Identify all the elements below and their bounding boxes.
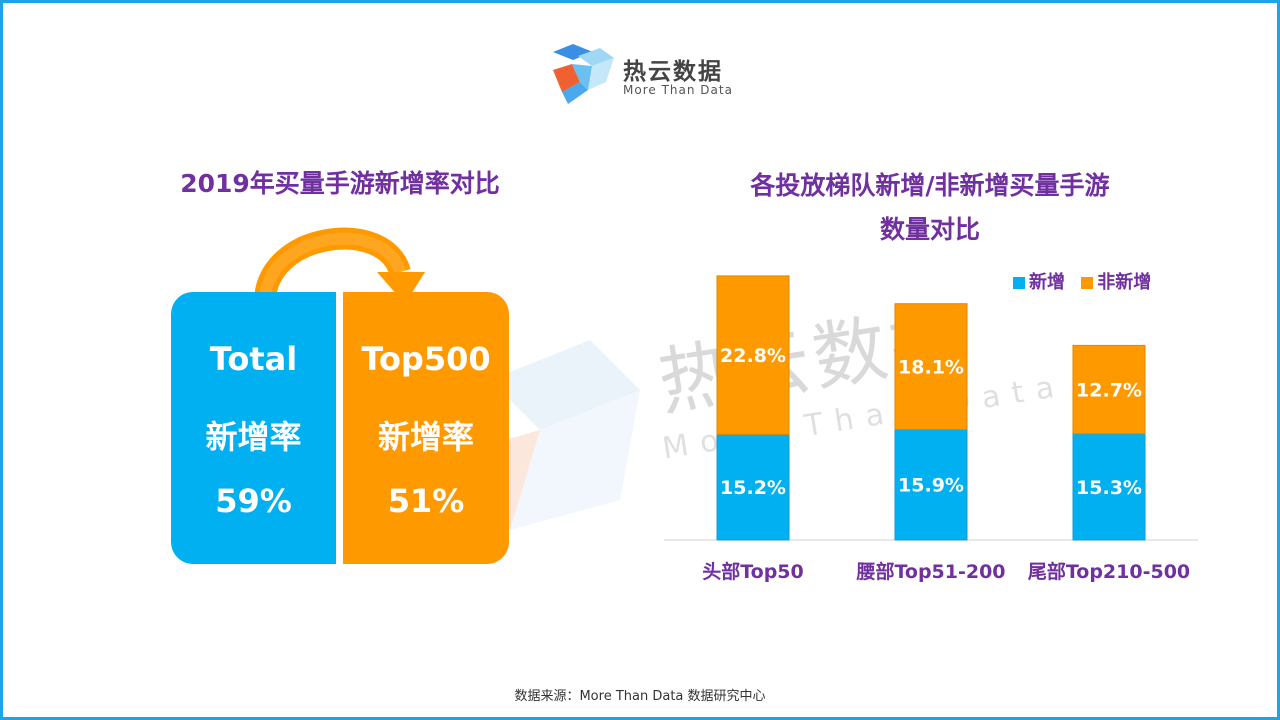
category-label-1: 腰部Top51-200 [855,560,1005,583]
right-chart-title-line2: 数量对比 [879,215,980,244]
logo-cube-icon [553,44,614,104]
total-card-line1: Total [209,340,298,378]
category-label-2: 尾部Top210-500 [1028,560,1190,583]
category-label-0: 头部Top50 [702,560,804,583]
bar-old-0 [716,275,790,435]
legend-label-old: 非新增 [1097,272,1152,293]
data-source-note: 数据来源：More Than Data 数据研究中心 [514,689,766,704]
curved-arrow-icon [255,227,425,304]
top500-card-line2: 新增率 [377,418,474,456]
data-label-new-2: 15.3% [1076,477,1142,499]
top500-card-line1: Top500 [361,340,491,378]
total-card: Total 新增率 59% [171,292,336,564]
bar-new-0 [716,433,790,541]
left-chart-title: 2019年买量手游新增率对比 [180,169,500,198]
bar-old-1 [894,303,968,430]
legend-swatch-new [1013,277,1025,289]
logo-text-en: More Than Data [623,83,733,97]
chart-legend: 新增 非新增 [1013,268,1151,294]
total-card-value: 59% [215,482,292,520]
legend-item-old: 非新增 [1081,272,1151,293]
logo-text-cn: 热云数据 [623,59,723,85]
top500-card-value: 51% [387,482,465,520]
right-chart-title: 各投放梯队新增/非新增买量手游 数量对比 [690,164,1170,252]
legend-label-new: 新增 [1029,272,1065,293]
data-label-old-0: 22.8% [720,345,786,367]
logo: 热云数据 More Than Data [548,42,748,106]
top500-card: Top500 新增率 51% [343,292,509,564]
total-card-line2: 新增率 [205,418,302,456]
legend-item-new: 新增 [1013,272,1071,293]
data-label-new-1: 15.9% [898,475,964,497]
bar-old-2 [1072,344,1146,435]
data-label-new-0: 15.2% [720,477,786,499]
data-label-old-2: 12.7% [1076,380,1142,402]
data-label-old-1: 18.1% [898,357,964,379]
bar-new-2 [1072,433,1146,541]
stacked-bar-chart: 15.2% 22.8% 头部Top50 15.9% 18.1% 腰部Top51-200 15… [664,275,1198,583]
right-chart-title-line1: 各投放梯队新增/非新增买量手游 [750,171,1110,200]
legend-swatch-old [1081,277,1094,289]
